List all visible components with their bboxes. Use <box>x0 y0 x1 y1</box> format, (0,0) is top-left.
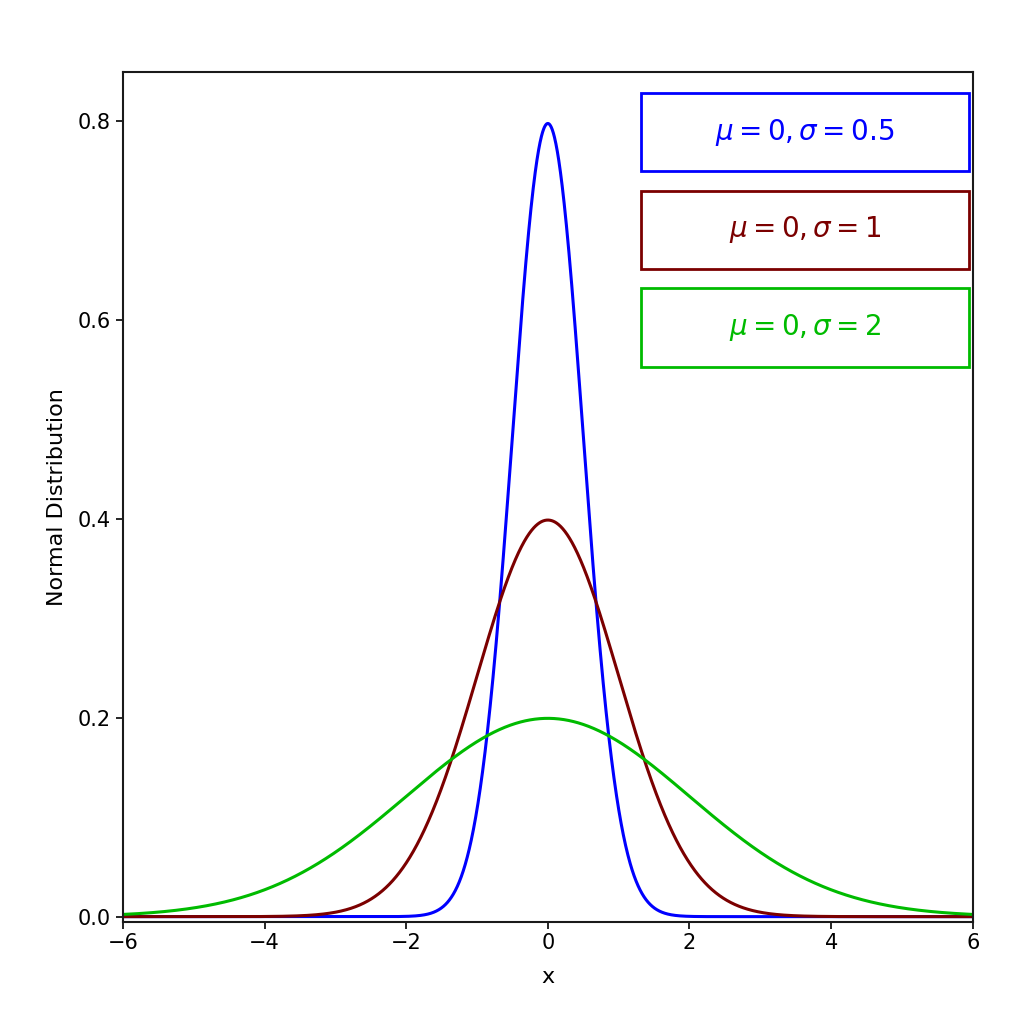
Text: $\mu = 0, \sigma = 0.5$: $\mu = 0, \sigma = 0.5$ <box>716 117 895 147</box>
Y-axis label: Normal Distribution: Normal Distribution <box>47 388 67 605</box>
FancyBboxPatch shape <box>641 93 969 171</box>
FancyBboxPatch shape <box>641 289 969 367</box>
X-axis label: x: x <box>542 968 554 987</box>
Text: $\mu = 0, \sigma = 1$: $\mu = 0, \sigma = 1$ <box>729 214 882 246</box>
FancyBboxPatch shape <box>641 190 969 269</box>
Text: $\mu = 0, \sigma = 2$: $\mu = 0, \sigma = 2$ <box>729 312 882 343</box>
